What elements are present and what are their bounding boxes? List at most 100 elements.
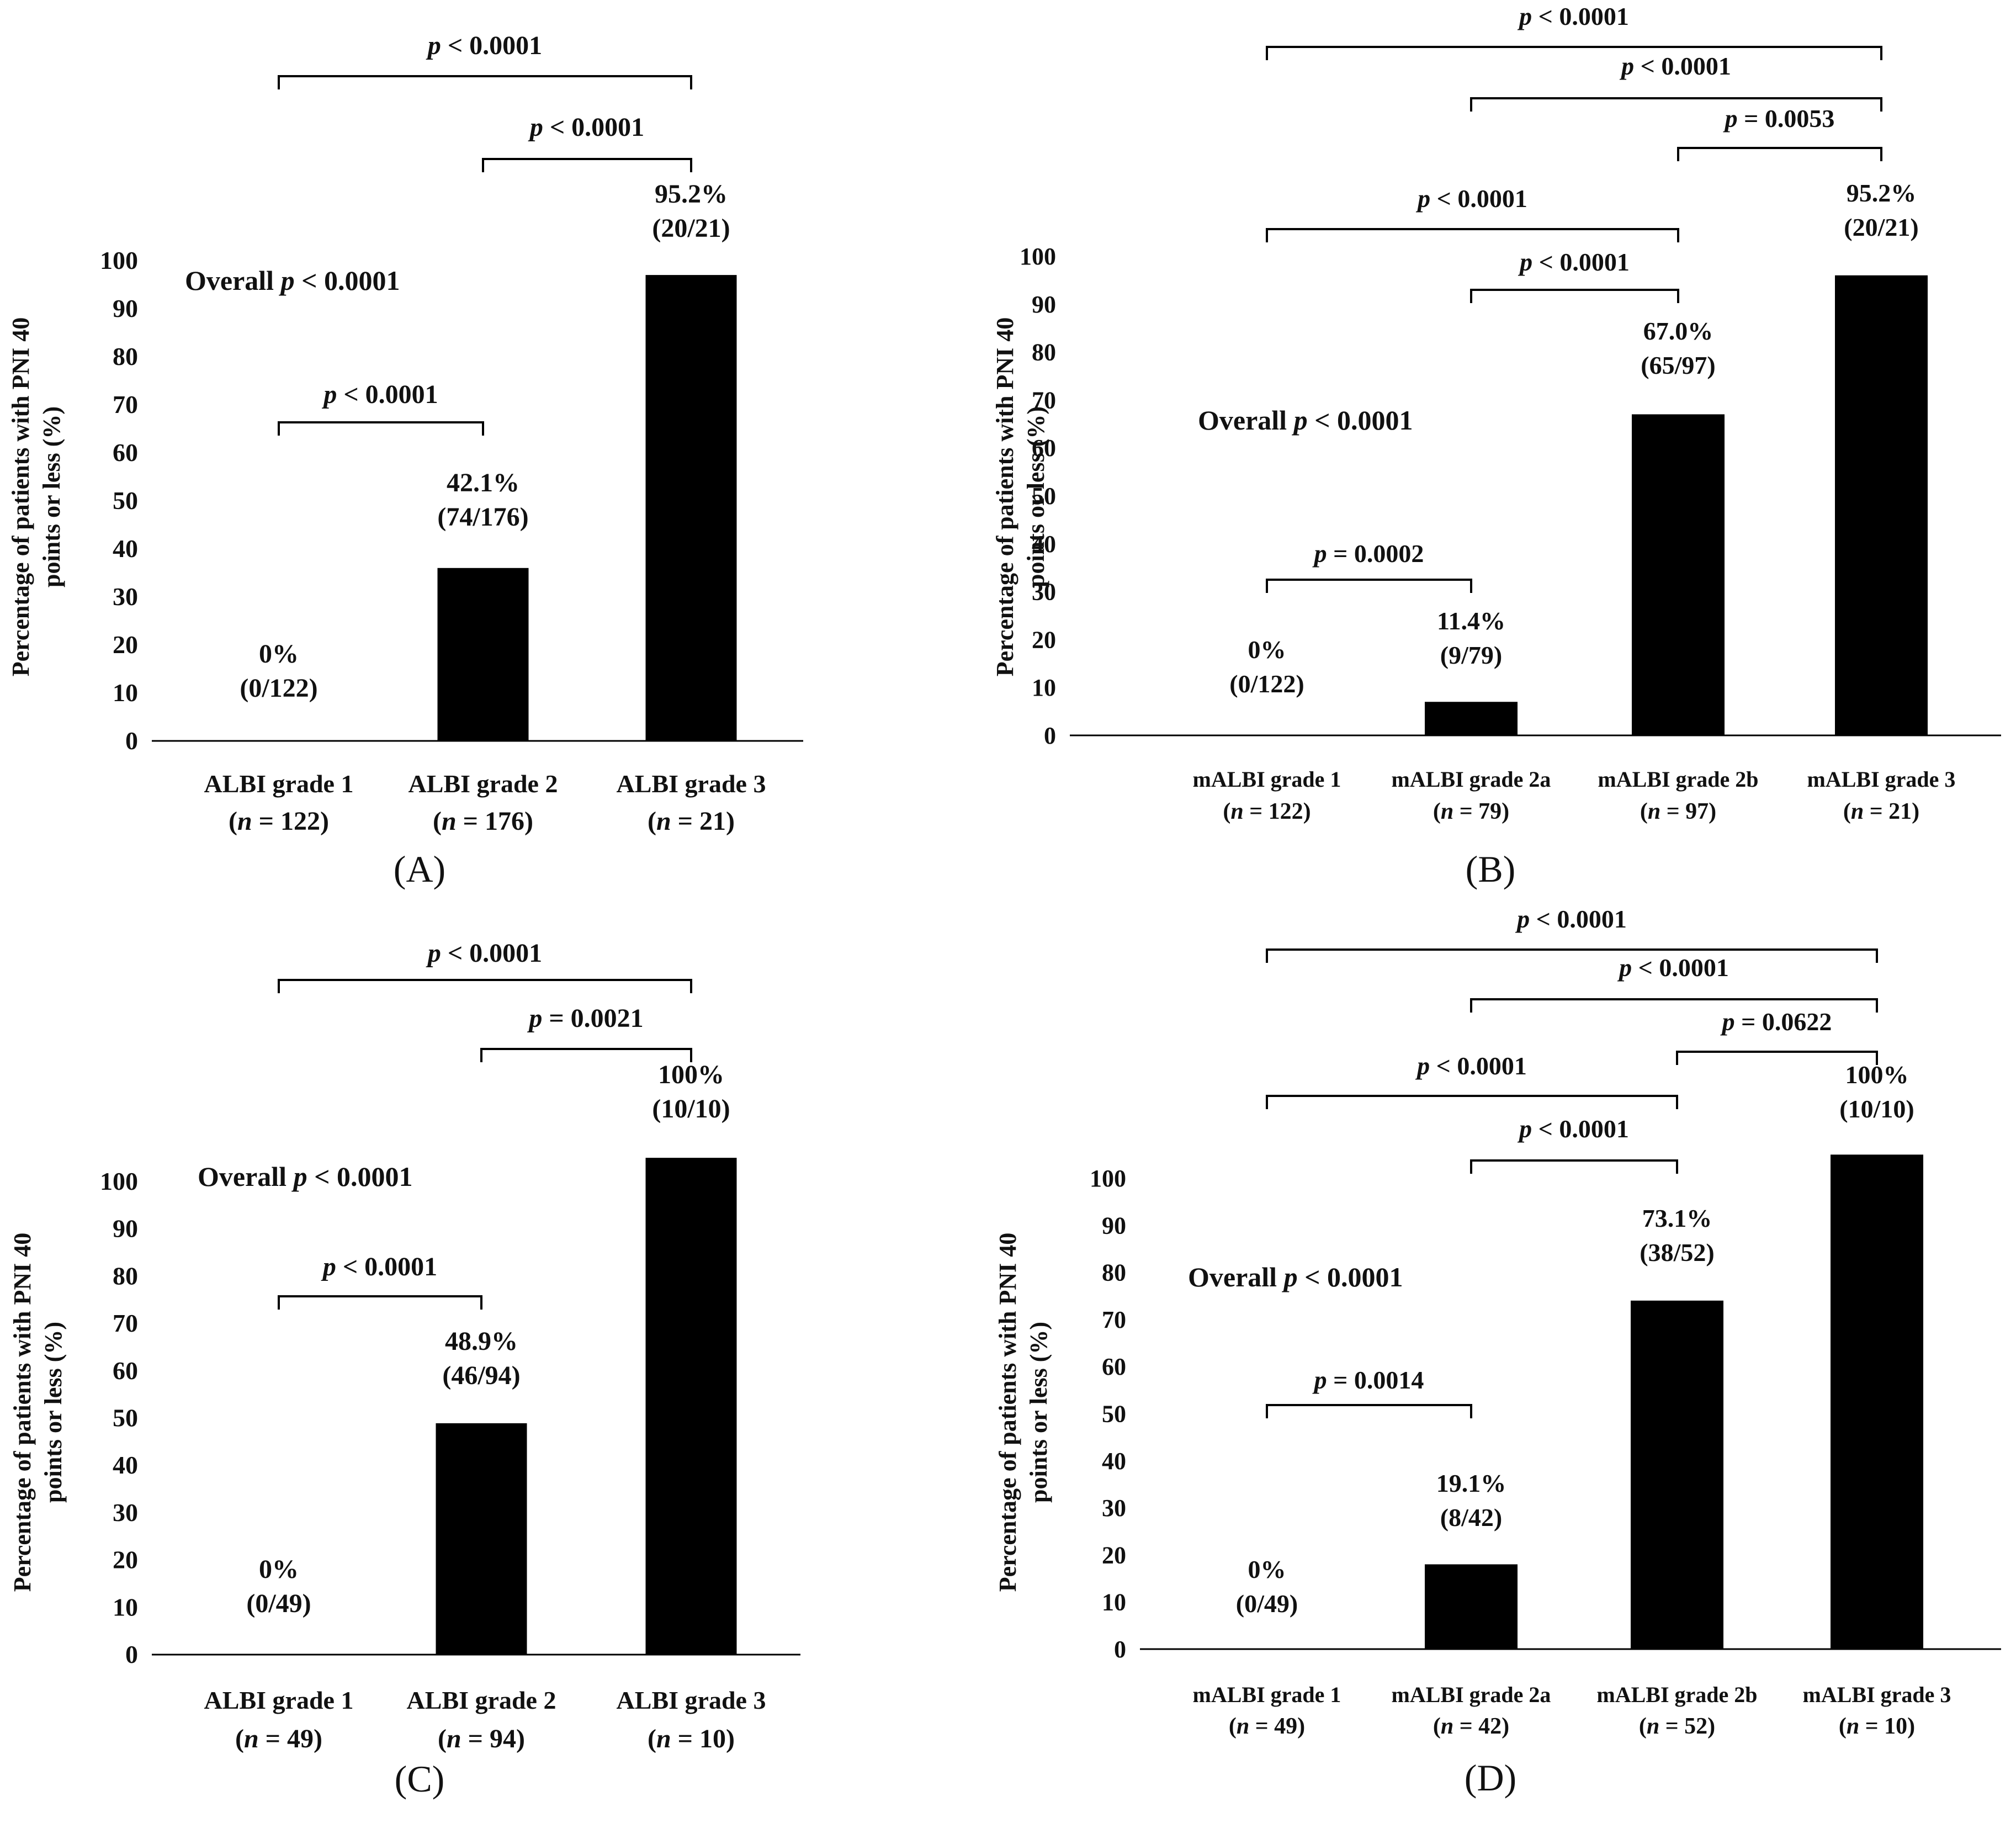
y-tick-label: 20 [1032,626,1056,653]
panel-label: (B) [1466,848,1516,890]
y-tick-label: 80 [113,1262,138,1290]
comparison-bracket [1266,579,1472,593]
y-axis-label: Percentage of patients with PNI 40 points… [991,317,1049,677]
comparison-p-label: p < 0.0001 [1415,184,1527,213]
bar-percent-label: 42.1% [447,468,519,497]
x-tick-n-label: (n = 49) [235,1724,322,1753]
bar-percent-label: 0% [259,1555,299,1584]
bar-percent-label: 95.2% [655,179,728,209]
bar-percent-label: 0% [259,639,299,669]
comparison-bracket [1266,1095,1678,1109]
comparison-bracket [480,1048,692,1062]
x-tick-label: ALBI grade 1 [204,1686,354,1714]
x-tick-label: mALBI grade 1 [1193,767,1341,792]
bar-count-label: (9/79) [1440,641,1502,669]
comparison-bracket [1470,998,1878,1013]
comparison-bracket [1470,1159,1678,1174]
x-tick-label: mALBI grade 2b [1596,1682,1757,1707]
y-tick-label: 10 [1102,1589,1126,1616]
comparison-bracket [1266,1404,1472,1418]
y-tick-label: 60 [1032,434,1056,462]
y-tick-label: 0 [1114,1636,1126,1663]
y-tick-label: 20 [113,630,138,659]
y-axis-label: Percentage of patients with PNI 40 points… [9,1233,67,1592]
bar-count-label: (38/52) [1640,1238,1714,1266]
x-tick-label: mALBI grade 2b [1598,767,1758,792]
comparison-p-label: p = 0.0014 [1312,1366,1424,1394]
chart-panel-b: 0 10 20 30 40 50 60 70 80 90 100 Percentage of pati… [991,2,2001,890]
panel-label: (A) [394,848,445,890]
y-tick-label: 30 [1032,579,1056,606]
comparison-p-label: p = 0.0002 [1312,539,1424,568]
x-tick-n-label: (n = 97) [1640,799,1716,824]
y-axis-label: Percentage of patients with PNI 40 points… [994,1233,1052,1592]
y-tick-label: 80 [1032,339,1056,366]
x-tick-n-label: (n = 52) [1639,1714,1715,1739]
y-tick-label: 60 [1102,1353,1126,1380]
comparison-p-label: p < 0.0001 [528,113,644,142]
overall-p-annotation: Overall p < 0.0001 [198,1161,413,1192]
y-tick-label: 60 [113,1356,138,1385]
comparison-bracket [1266,228,1679,242]
bar-percent-label: 48.9% [445,1327,518,1356]
bar [436,1423,527,1655]
comparison-p-label: p < 0.0001 [1617,953,1729,982]
x-tick-n-label: (n = 10) [1839,1714,1915,1739]
comparison-bracket [1266,948,1878,963]
y-tick-label: 90 [113,294,138,322]
y-tick-label: 10 [1032,674,1056,701]
bar [645,275,737,741]
x-tick-label: mALBI grade 3 [1803,1682,1951,1707]
x-tick-n-label: (n = 21) [1843,799,1919,824]
y-tick-label: 0 [125,727,138,755]
bar-percent-label: 67.0% [1643,317,1713,345]
panel-label: (D) [1465,1757,1516,1799]
y-tick-label: 60 [113,438,138,467]
y-tick-label: 90 [1032,291,1056,318]
bar [1632,414,1725,735]
comparison-bracket [278,75,692,89]
bar-percent-label: 0% [1248,1555,1286,1583]
bar [645,1158,737,1655]
bar-count-label: (10/10) [1839,1095,1914,1123]
overall-p-annotation: Overall p < 0.0001 [185,265,400,296]
y-tick-label: 40 [113,534,138,563]
y-tick-label: 70 [1102,1306,1126,1333]
comparison-p-label: p < 0.0001 [1518,248,1630,276]
comparison-p-label: p < 0.0001 [321,1252,437,1281]
x-tick-label: ALBI grade 1 [204,770,354,798]
bar-percent-label: 100% [658,1060,724,1089]
y-tick-label: 20 [1102,1541,1126,1568]
y-tick-label: 30 [113,582,138,611]
x-tick-n-label: (n = 176) [433,807,533,836]
y-tick-label: 90 [1102,1212,1126,1239]
y-tick-label: 30 [1102,1495,1126,1522]
comparison-p-label: p < 0.0001 [321,380,438,409]
chart-panel-d: 0 10 20 30 40 50 60 70 80 90 100 Percentage of pati… [994,905,2001,1799]
x-tick-n-label: (n = 42) [1433,1714,1509,1739]
y-tick-label: 30 [113,1498,138,1527]
y-tick-label: 100 [1020,243,1056,270]
x-tick-n-label: (n = 122) [229,807,329,836]
bar-count-label: (20/21) [1844,213,1918,241]
comparison-bracket [278,1295,482,1310]
comparison-bracket [278,979,692,993]
x-tick-n-label: (n = 79) [1433,799,1509,824]
bar-percent-label: 73.1% [1642,1204,1712,1232]
y-tick-label: 40 [113,1451,138,1479]
comparison-p-label: p < 0.0001 [1515,905,1627,933]
comparison-bracket [1470,97,1882,112]
y-tick-label: 40 [1102,1448,1126,1475]
x-tick-label: ALBI grade 3 [617,770,766,798]
y-tick-label: 70 [1032,386,1056,414]
comparison-bracket [482,158,692,172]
bar [1831,1154,1923,1649]
comparison-p-label: p < 0.0001 [1517,1115,1629,1143]
bar-count-label: (10/10) [652,1094,730,1124]
y-tick-label: 20 [113,1546,138,1574]
comparison-p-label: p < 0.0001 [1517,2,1629,30]
y-tick-label: 80 [1102,1259,1126,1286]
bar-percent-label: 100% [1845,1061,1909,1089]
comparison-p-label: p < 0.0001 [1619,52,1731,80]
